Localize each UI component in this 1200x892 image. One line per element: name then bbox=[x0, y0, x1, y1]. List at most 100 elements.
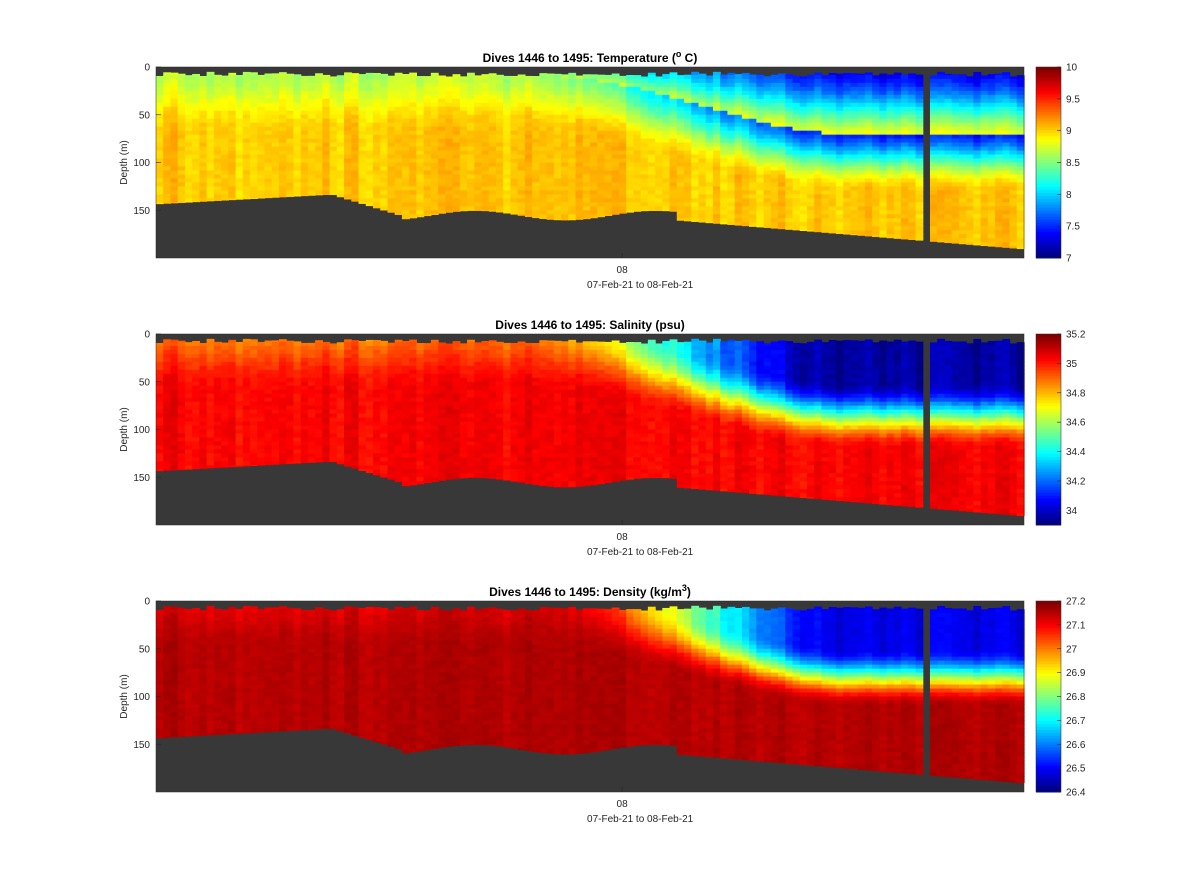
section-cell bbox=[691, 122, 700, 128]
section-cell bbox=[221, 90, 229, 96]
section-cell bbox=[221, 178, 229, 183]
section-cell bbox=[373, 182, 381, 187]
section-cell bbox=[929, 166, 938, 172]
section-cell bbox=[626, 138, 634, 144]
section-cell bbox=[705, 154, 714, 160]
section-cell bbox=[618, 154, 627, 160]
section-cell bbox=[394, 82, 403, 88]
section-cell bbox=[532, 150, 540, 156]
section-cell bbox=[655, 162, 663, 168]
section-cell bbox=[409, 102, 417, 108]
section-cell bbox=[633, 134, 642, 140]
section-cell bbox=[416, 82, 425, 88]
section-cell bbox=[799, 110, 808, 116]
section-cell bbox=[669, 190, 678, 195]
section-cell bbox=[156, 349, 164, 355]
section-cell bbox=[720, 110, 729, 116]
section-cell bbox=[510, 174, 519, 180]
section-cell bbox=[307, 90, 316, 96]
section-cell bbox=[228, 190, 237, 195]
section-cell bbox=[307, 162, 316, 168]
section-cell bbox=[720, 106, 729, 112]
section-cell bbox=[575, 186, 584, 191]
section-cell bbox=[749, 154, 757, 160]
section-cell bbox=[206, 154, 215, 160]
section-cell bbox=[156, 106, 164, 112]
section-cell bbox=[517, 170, 526, 176]
section-cell bbox=[257, 345, 266, 351]
section-cell bbox=[814, 190, 823, 195]
section-cell bbox=[763, 98, 772, 104]
section-cell bbox=[184, 401, 193, 407]
section-cell bbox=[322, 170, 331, 176]
section-cell bbox=[553, 86, 562, 92]
section-cell bbox=[966, 150, 974, 156]
section-cell bbox=[850, 190, 859, 195]
section-cell bbox=[517, 122, 526, 128]
section-cell bbox=[850, 150, 859, 156]
section-cell bbox=[676, 142, 685, 148]
section-cell bbox=[481, 174, 490, 180]
section-cell bbox=[336, 114, 345, 120]
section-cell bbox=[720, 118, 729, 124]
section-cell bbox=[184, 174, 193, 180]
section-cell bbox=[987, 226, 996, 231]
section-cell bbox=[438, 138, 446, 144]
section-cell bbox=[286, 142, 295, 148]
section-cell bbox=[423, 114, 432, 120]
section-cell bbox=[901, 158, 909, 164]
section-cell bbox=[741, 122, 750, 128]
section-cell bbox=[184, 106, 193, 112]
section-cell bbox=[857, 73, 866, 76]
section-cell bbox=[727, 206, 736, 211]
section-cell bbox=[199, 421, 208, 427]
section-cell bbox=[778, 114, 786, 120]
section-cell bbox=[503, 182, 512, 187]
section-cell bbox=[792, 206, 801, 211]
section-cell bbox=[546, 114, 555, 120]
section-cell bbox=[763, 76, 772, 80]
section-cell bbox=[510, 98, 519, 104]
section-cell bbox=[495, 206, 504, 211]
section-cell bbox=[864, 222, 873, 227]
section-cell bbox=[973, 214, 982, 219]
section-cell bbox=[1009, 158, 1018, 164]
section-cell bbox=[618, 170, 627, 176]
section-cell bbox=[488, 166, 497, 172]
section-cell bbox=[553, 114, 562, 120]
section-cell bbox=[662, 174, 671, 180]
section-cell bbox=[510, 86, 519, 92]
section-cell bbox=[213, 82, 222, 88]
section-cell bbox=[271, 110, 280, 116]
section-cell bbox=[517, 102, 526, 108]
section-cell bbox=[597, 86, 606, 92]
section-cell bbox=[517, 150, 526, 156]
section-cell bbox=[532, 190, 540, 195]
section-cell bbox=[170, 186, 179, 191]
section-cell bbox=[467, 86, 475, 92]
section-cell bbox=[698, 138, 707, 144]
section-cell bbox=[307, 190, 316, 195]
section-cell bbox=[336, 78, 345, 84]
section-cell bbox=[488, 142, 497, 148]
section-cell bbox=[329, 94, 338, 100]
section-cell bbox=[582, 190, 591, 195]
colorbar-swatch bbox=[1036, 255, 1061, 259]
section-cell bbox=[835, 154, 844, 160]
section-cell bbox=[163, 441, 172, 447]
section-cell bbox=[228, 429, 237, 435]
section-cell bbox=[250, 349, 258, 355]
section-cell bbox=[474, 194, 483, 199]
section-cell bbox=[814, 162, 823, 168]
section-cell bbox=[517, 174, 526, 180]
section-cell bbox=[778, 118, 786, 124]
section-cell bbox=[546, 150, 555, 156]
section-cell bbox=[184, 461, 193, 466]
section-cell bbox=[741, 182, 750, 187]
section-cell bbox=[655, 98, 663, 104]
section-cell bbox=[792, 98, 801, 104]
section-cell bbox=[850, 206, 859, 211]
section-cell bbox=[575, 190, 584, 195]
section-cell bbox=[647, 134, 656, 140]
section-cell bbox=[1016, 134, 1025, 140]
